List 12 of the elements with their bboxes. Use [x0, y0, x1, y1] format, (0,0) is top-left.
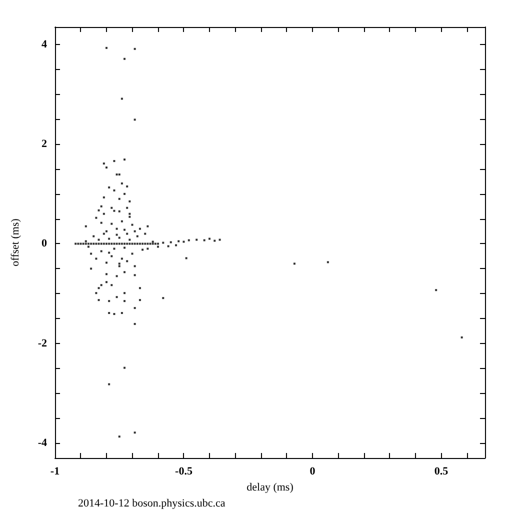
y-axis-title: offset (ms)	[10, 218, 22, 266]
x-tick-label: 0	[310, 466, 316, 478]
x-tick-label: -0.5	[175, 466, 193, 478]
y-tick-label: 0	[42, 238, 48, 250]
y-tick-label: -4	[38, 437, 48, 450]
y-tick-label: 4	[42, 38, 48, 50]
text: 2014-10-12 boson.physics.ubc.ca	[78, 498, 226, 510]
y-tick-label: -2	[38, 337, 48, 350]
x-tick-label: -1	[50, 466, 60, 478]
x-axis-title: delay (ms)	[246, 482, 294, 494]
x-tick-label: 0.5	[434, 466, 449, 478]
y-tick-label: 2	[42, 138, 48, 150]
